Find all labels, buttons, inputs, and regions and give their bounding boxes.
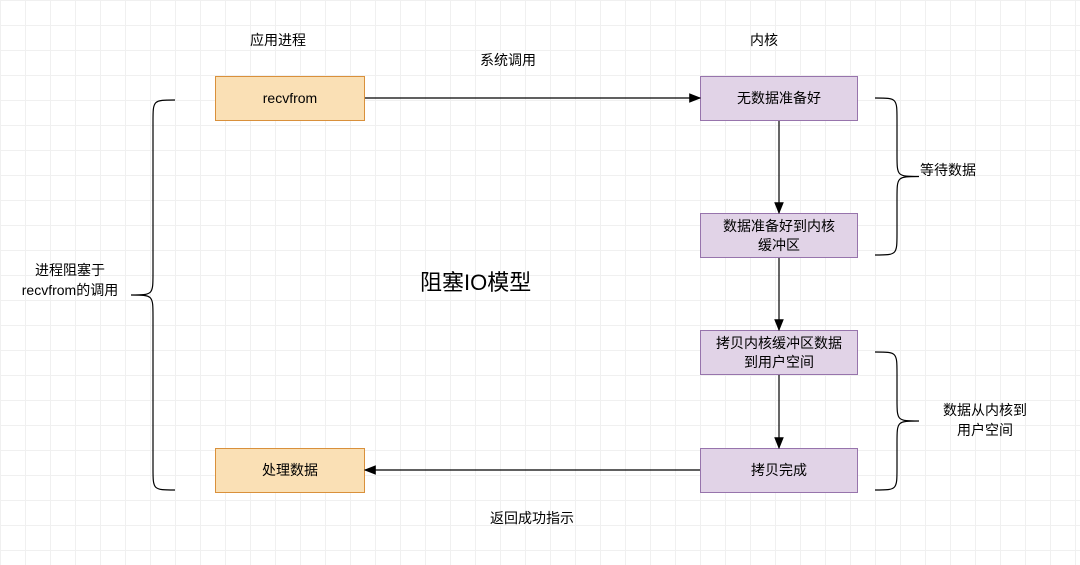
node-no-data: 无数据准备好 — [700, 76, 858, 121]
node-process-data: 处理数据 — [215, 448, 365, 493]
node-copy-done: 拷贝完成 — [700, 448, 858, 493]
node-copy-kernel: 拷贝内核缓冲区数据 到用户空间 — [700, 330, 858, 375]
node-recvfrom: recvfrom — [215, 76, 365, 121]
label-app-column: 应用进程 — [250, 30, 306, 50]
label-wait-data: 等待数据 — [920, 160, 976, 180]
diagram-title: 阻塞IO模型 — [420, 265, 531, 297]
label-block-left: 进程阻塞于 recvfrom的调用 — [10, 260, 130, 300]
label-copy-space: 数据从内核到 用户空间 — [920, 400, 1050, 440]
label-system-call: 系统调用 — [480, 50, 536, 70]
background-grid — [0, 0, 1080, 565]
label-return-success: 返回成功指示 — [490, 508, 574, 528]
node-data-ready: 数据准备好到内核 缓冲区 — [700, 213, 858, 258]
label-kernel-column: 内核 — [750, 30, 778, 50]
